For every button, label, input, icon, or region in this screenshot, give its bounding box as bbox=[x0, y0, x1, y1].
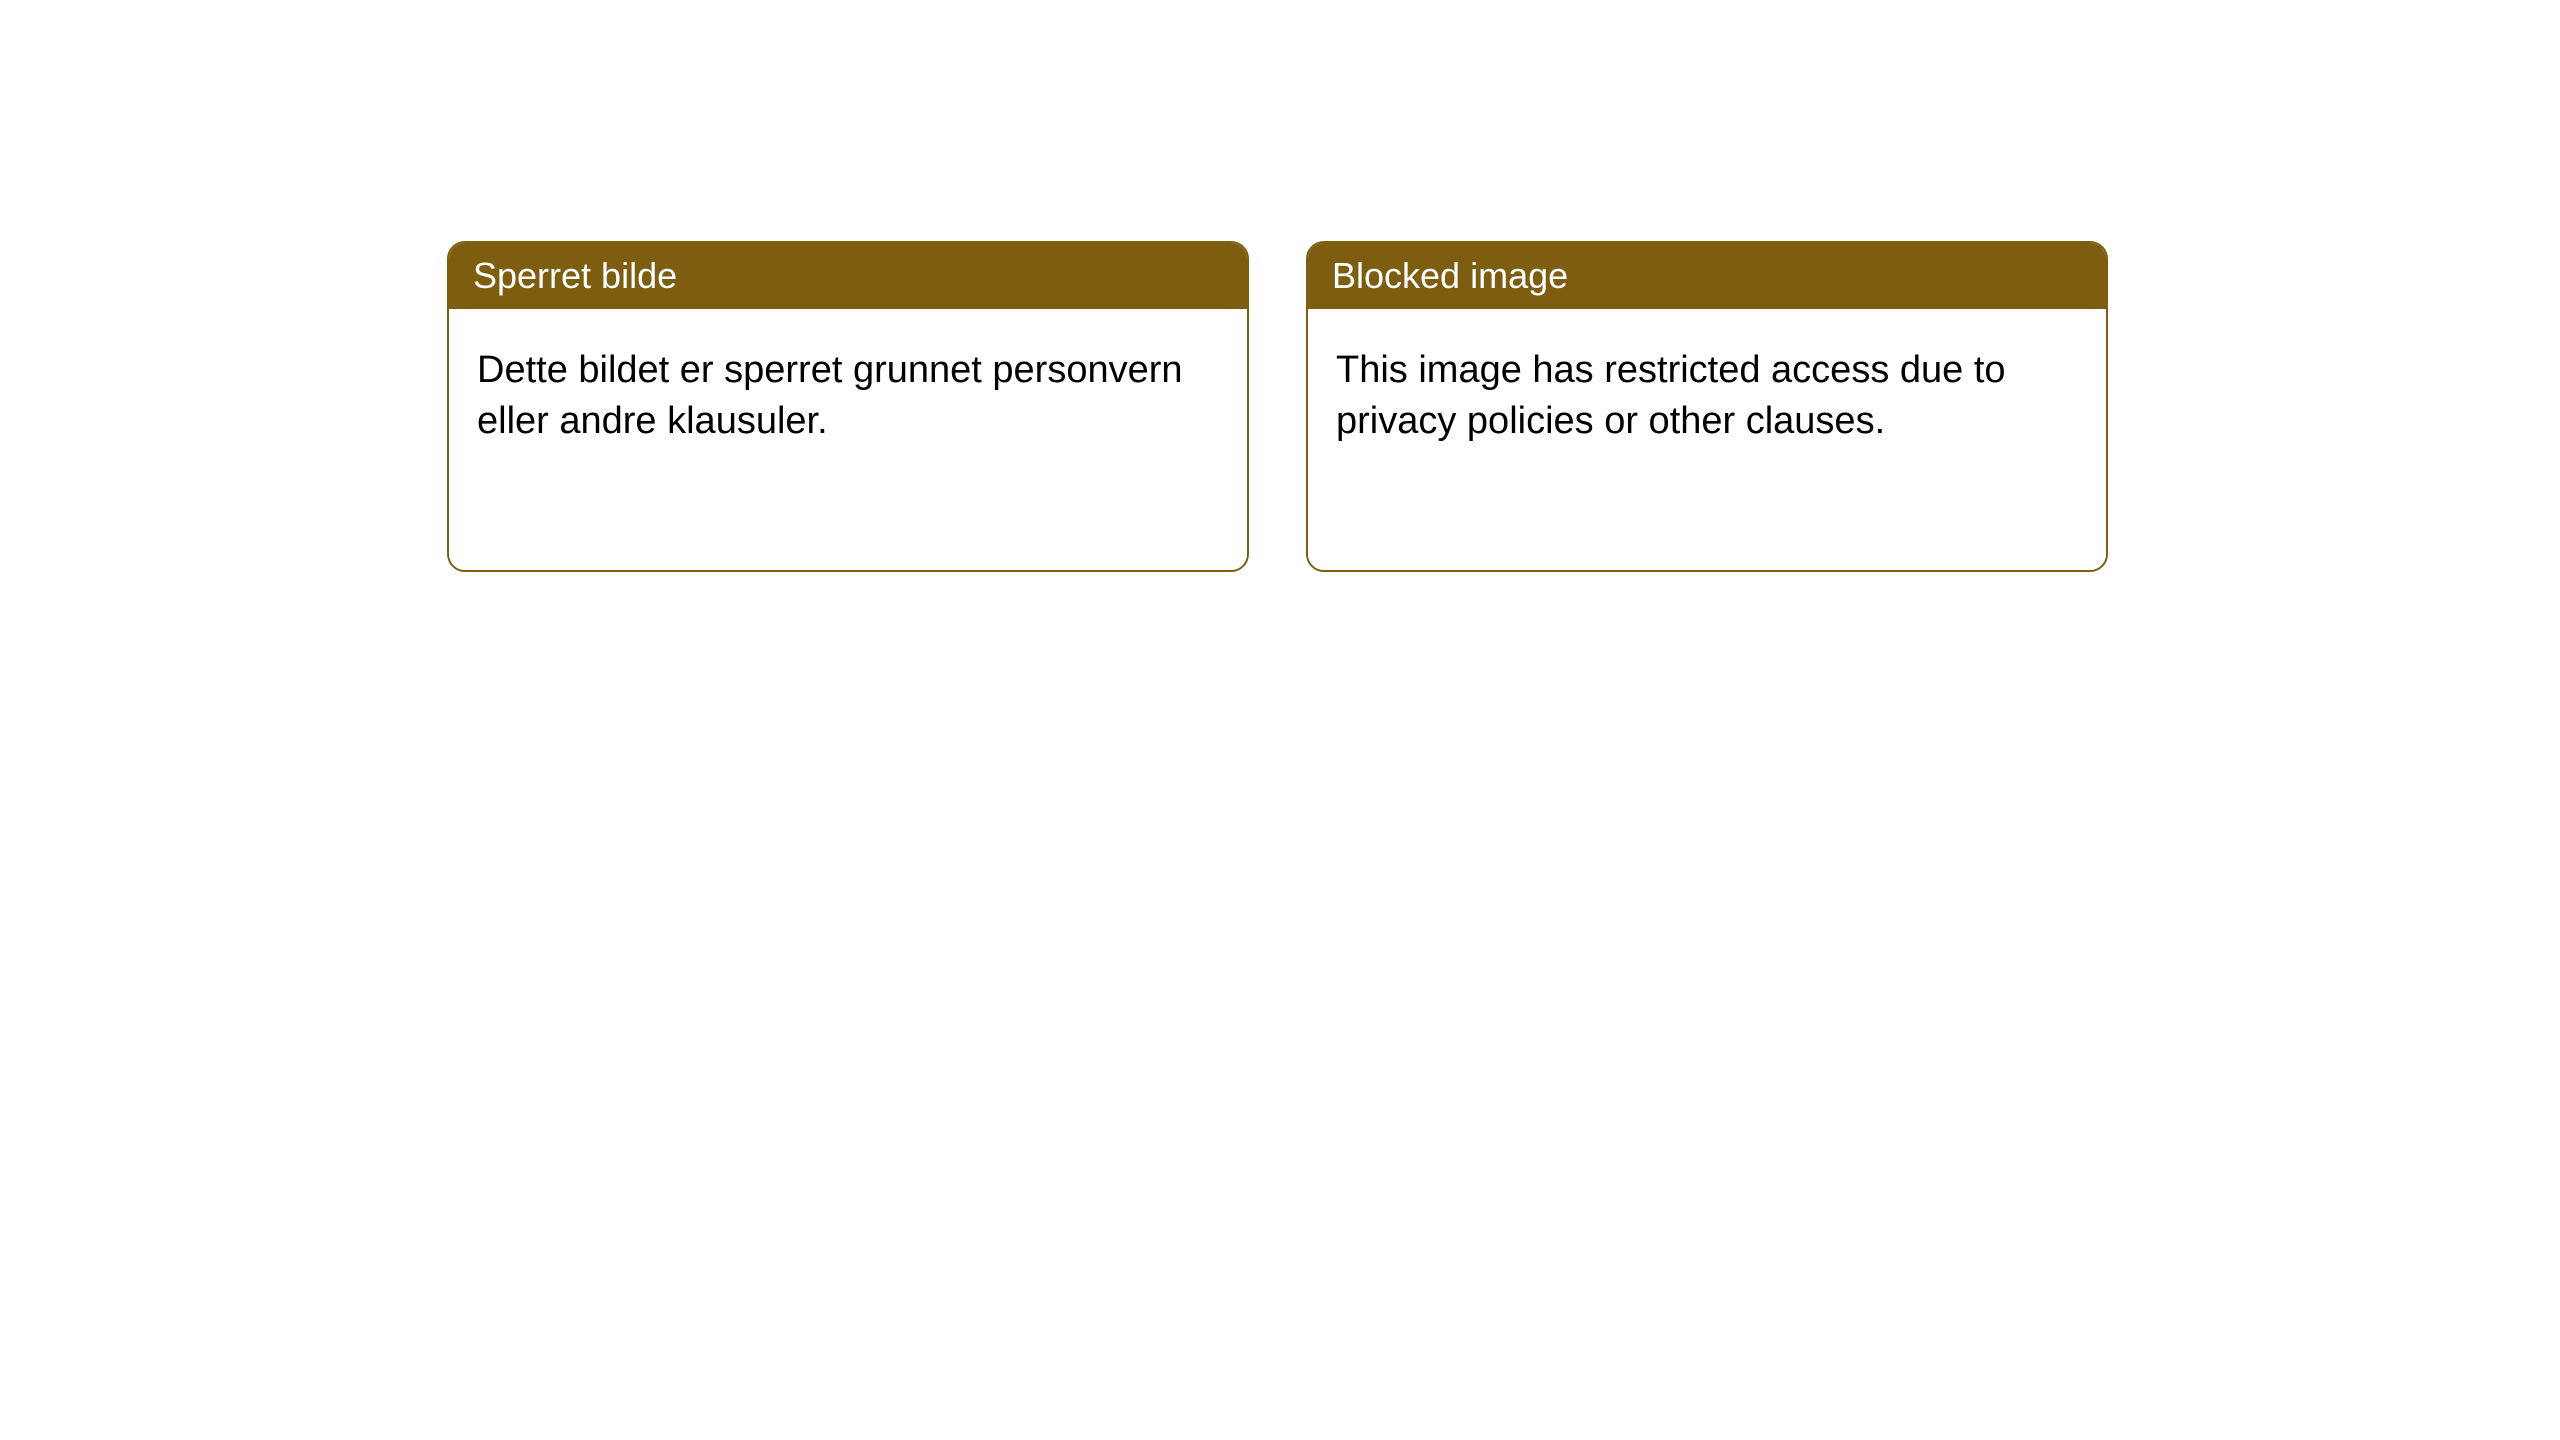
notice-title-norwegian: Sperret bilde bbox=[449, 243, 1247, 309]
notice-card-norwegian: Sperret bilde Dette bildet er sperret gr… bbox=[447, 241, 1249, 572]
notice-title-english: Blocked image bbox=[1308, 243, 2106, 309]
notice-card-english: Blocked image This image has restricted … bbox=[1306, 241, 2108, 572]
notice-body-english: This image has restricted access due to … bbox=[1308, 309, 2106, 570]
notice-body-norwegian: Dette bildet er sperret grunnet personve… bbox=[449, 309, 1247, 570]
notice-container: Sperret bilde Dette bildet er sperret gr… bbox=[0, 0, 2560, 572]
